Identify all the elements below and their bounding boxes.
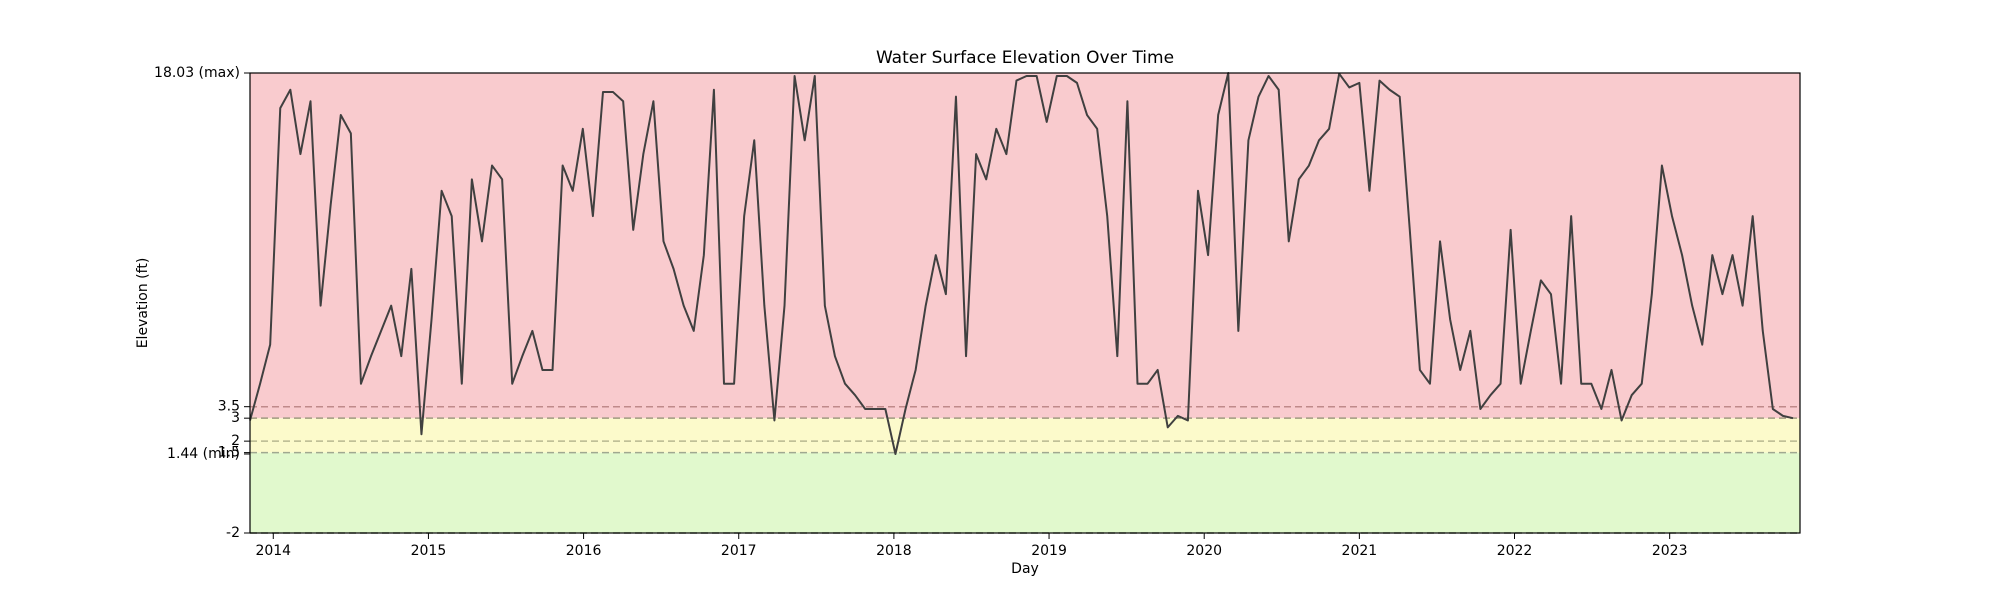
y-tick-label: 2 (231, 433, 240, 449)
x-tick-label: 2015 (411, 543, 447, 559)
x-axis-label: Day (1011, 561, 1039, 577)
y-tick-label: 18.03 (max) (154, 65, 240, 81)
band (250, 73, 1800, 419)
x-tick-label: 2017 (721, 543, 757, 559)
y-tick-label: 3 (231, 410, 240, 426)
band (250, 452, 1800, 533)
plot-frame (249, 72, 1801, 534)
y-tick-label: 1.5 (218, 445, 240, 461)
chart-title: Water Surface Elevation Over Time (876, 48, 1174, 68)
x-tick-label: 2016 (566, 543, 602, 559)
x-tick-label: 2014 (255, 543, 291, 559)
data-line (249, 72, 1794, 455)
x-tick-label: 2019 (1031, 543, 1067, 559)
y-axis-label: Elevation (ft) (135, 258, 151, 349)
y-tick-label: 1.44 (min) (167, 446, 240, 462)
x-tick-label: 2020 (1186, 543, 1222, 559)
x-tick-label: 2023 (1652, 543, 1688, 559)
x-tick-label: 2022 (1497, 543, 1533, 559)
y-tick-label: 3.5 (218, 399, 240, 415)
x-tick-label: 2018 (876, 543, 912, 559)
x-tick-label: 2021 (1342, 543, 1378, 559)
y-tick-label: -2 (226, 525, 240, 541)
band (250, 418, 1800, 453)
